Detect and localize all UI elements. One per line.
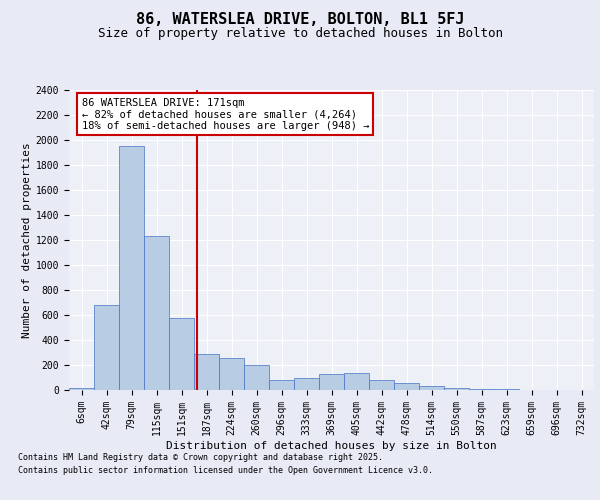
Bar: [244, 365, 269, 390]
Bar: [319, 374, 344, 390]
Text: Size of property relative to detached houses in Bolton: Size of property relative to detached ho…: [97, 28, 503, 40]
Bar: [69, 388, 94, 390]
Bar: [219, 358, 244, 390]
Bar: [119, 146, 144, 390]
Bar: [344, 372, 369, 390]
Bar: [294, 378, 319, 390]
Y-axis label: Number of detached properties: Number of detached properties: [22, 142, 32, 338]
Bar: [419, 386, 444, 390]
Text: 86, WATERSLEA DRIVE, BOLTON, BL1 5FJ: 86, WATERSLEA DRIVE, BOLTON, BL1 5FJ: [136, 12, 464, 28]
Bar: [469, 389, 494, 390]
Bar: [369, 380, 394, 390]
Bar: [194, 354, 219, 390]
Text: Contains public sector information licensed under the Open Government Licence v3: Contains public sector information licen…: [18, 466, 433, 475]
Bar: [144, 236, 169, 390]
Text: 86 WATERSLEA DRIVE: 171sqm
← 82% of detached houses are smaller (4,264)
18% of s: 86 WATERSLEA DRIVE: 171sqm ← 82% of deta…: [82, 98, 369, 130]
Text: Contains HM Land Registry data © Crown copyright and database right 2025.: Contains HM Land Registry data © Crown c…: [18, 454, 383, 462]
Bar: [94, 305, 119, 390]
Bar: [444, 388, 469, 390]
Bar: [269, 380, 294, 390]
Bar: [169, 318, 194, 390]
Bar: [394, 382, 419, 390]
X-axis label: Distribution of detached houses by size in Bolton: Distribution of detached houses by size …: [166, 440, 497, 450]
